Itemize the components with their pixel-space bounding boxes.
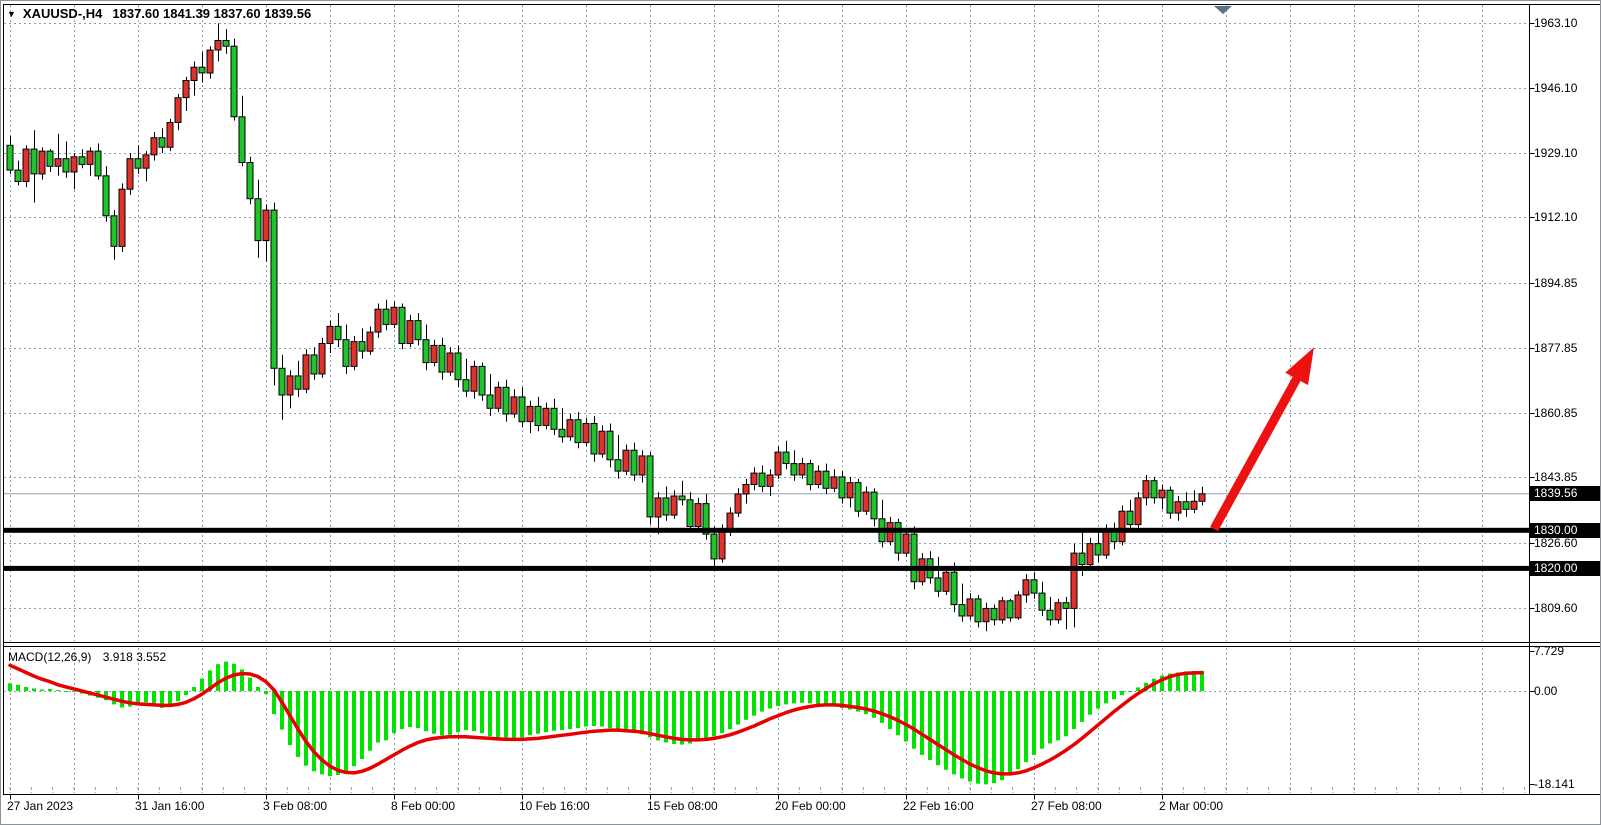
time-axis-label: 20 Feb 00:00	[775, 799, 846, 813]
time-axis-label: 22 Feb 16:00	[903, 799, 974, 813]
price-axis-label: 1946.10	[1534, 81, 1578, 95]
macd-values: 3.918 3.552	[102, 650, 167, 664]
price-axis-label: 1843.85	[1534, 470, 1578, 484]
time-axis-label: 15 Feb 08:00	[647, 799, 718, 813]
time-axis-label: 27 Jan 2023	[7, 799, 74, 813]
time-axis-label: 2 Mar 00:00	[1159, 799, 1224, 813]
macd-axis-label: 0.00	[1534, 684, 1558, 698]
price-axis-label: 1809.60	[1534, 601, 1578, 615]
time-axis-label: 8 Feb 00:00	[391, 799, 456, 813]
price-axis-label: 1929.10	[1534, 146, 1578, 160]
price-axis-label: 1912.10	[1534, 210, 1578, 224]
macd-indicator-label: MACD(12,26,9) 3.918 3.552	[8, 650, 166, 664]
time-axis-label: 10 Feb 16:00	[519, 799, 590, 813]
macd-axis-label: 7.729	[1534, 644, 1565, 658]
price-axis-label: 1877.85	[1534, 341, 1578, 355]
level-1830-badge[interactable]: 1830.00	[1530, 523, 1600, 538]
macd-name: MACD(12,26,9)	[8, 650, 92, 664]
level-1820-badge[interactable]: 1820.00	[1530, 561, 1600, 576]
symbol-timeframe-label: XAUUSD-,H4	[22, 6, 103, 21]
price-axis-label: 1963.10	[1534, 16, 1578, 30]
chart-shift-marker	[1214, 6, 1232, 14]
time-axis-label: 31 Jan 16:00	[135, 799, 205, 813]
macd-axis-label: -18.141	[1534, 777, 1575, 791]
ohlc-values: 1837.60 1841.39 1837.60 1839.56	[112, 6, 312, 21]
symbol-header: ▼ XAUUSD-,H4 1837.60 1841.39 1837.60 183…	[7, 6, 311, 21]
time-axis-label: 27 Feb 08:00	[1031, 799, 1102, 813]
symbol-dropdown-icon: ▼	[7, 9, 16, 19]
price-axis-label: 1894.85	[1534, 276, 1578, 290]
bid-price-badge: 1839.56	[1530, 486, 1600, 501]
price-axis-label: 1860.85	[1534, 406, 1578, 420]
time-axis-label: 3 Feb 08:00	[263, 799, 328, 813]
price-axis-label: 1826.60	[1534, 536, 1578, 550]
